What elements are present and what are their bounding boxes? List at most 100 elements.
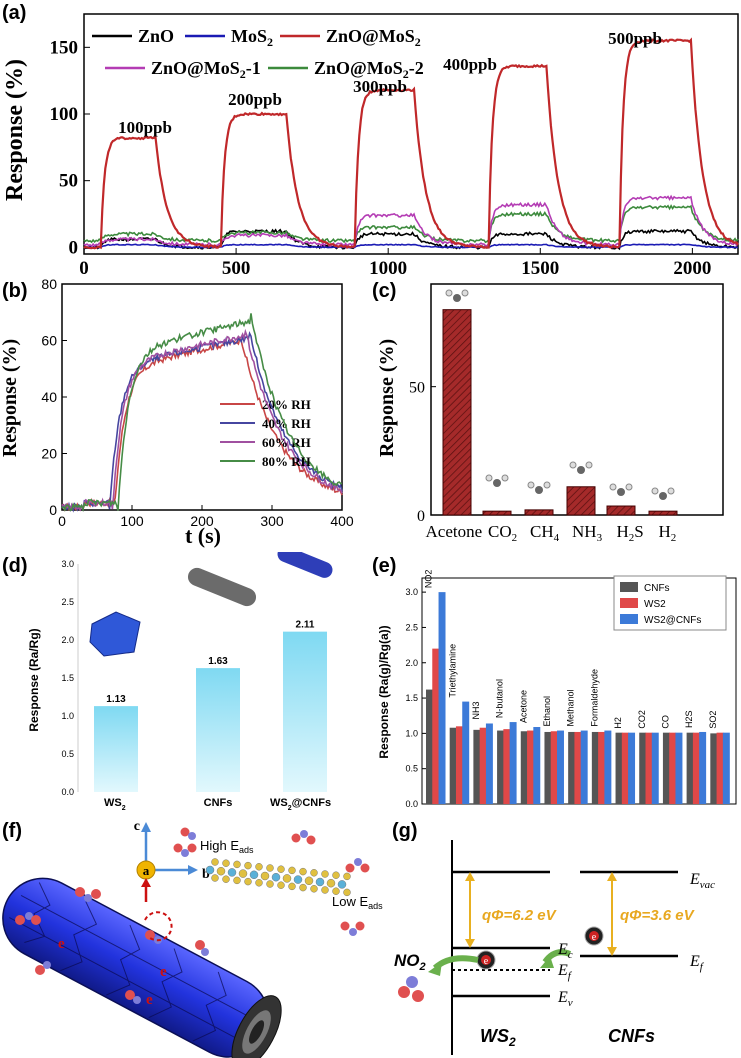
chart-c-bar (648, 510, 678, 516)
ws2-atom (244, 861, 252, 870)
ws2-atom (255, 863, 263, 871)
ws2-atom (277, 881, 285, 889)
chart-e-bar (509, 722, 517, 804)
ws2-atom (321, 886, 329, 894)
chart-e-bar (568, 731, 576, 804)
molecule-icon (445, 289, 453, 297)
chart-e-bar (557, 730, 564, 804)
ws2-atom (288, 882, 296, 891)
chart-c-category-label: H2 (659, 522, 677, 544)
molecule-icon (461, 289, 469, 297)
chart-a-ytick-label: 100 (50, 104, 79, 125)
panel-label-e: (e) (372, 555, 397, 577)
chart-e-category-label: NH3 (471, 701, 481, 719)
chart-e-bar (710, 733, 718, 804)
chart-e-bar (580, 730, 588, 804)
chart-e-bar (438, 592, 446, 804)
electron-flow-arrow-right (542, 949, 572, 964)
chart-e-bar (639, 732, 647, 804)
chart-a-legend-label: MoS2 (231, 26, 273, 49)
chart-e-bar (628, 732, 636, 804)
chart-c-category-label: NH3 (572, 522, 603, 544)
chart-b-ytick-label: 0 (49, 502, 57, 518)
chart-c-bar (482, 510, 512, 516)
chart-d-category-label: WS2@CNFs (270, 797, 331, 812)
molecule-icon (569, 461, 577, 469)
chart-e-category-label: H2S (684, 710, 694, 728)
panel-label-f: (f) (2, 820, 22, 842)
chart-e-category-label: N-butanol (495, 679, 505, 718)
chart-e-category-label: Acetone (518, 690, 528, 723)
chart-b-xtick-label: 100 (120, 513, 144, 529)
chart-a-xtick-label: 0 (79, 258, 89, 279)
chart-d-ytick-label: 0.0 (61, 787, 74, 797)
chart-e-ytick-label: 2.0 (405, 658, 418, 668)
chart-a-series-znomos2_2 (83, 204, 739, 244)
chart-a-xtick-label: 1500 (521, 258, 559, 279)
chart-e-ytick-label: 0.0 (405, 799, 418, 809)
molecule-icon (585, 461, 593, 469)
ws2-atom (288, 866, 296, 875)
chart-e-bar (716, 732, 724, 804)
ws2-atom (343, 888, 351, 897)
chart-b-svg: Response (%) t (s) 0 100 200 300 400 0 20 40 60 8… (0, 278, 354, 548)
chart-e-bar (449, 727, 457, 804)
molecule-icon (485, 474, 493, 482)
molecule-icon (667, 487, 675, 495)
chart-a-annotation: 500ppb (608, 29, 662, 48)
ws2-atom (315, 877, 325, 887)
ws2-atom (244, 877, 252, 886)
cnf-tube-icon (187, 567, 257, 607)
chart-b-ytick-label: 20 (41, 446, 57, 462)
ws2-atom (337, 880, 347, 889)
chart-d-ytick-label: 1.5 (61, 673, 74, 683)
chart-e-bar (574, 731, 582, 804)
cnfs-label: CNFs (608, 1026, 655, 1046)
ws2-atom (266, 880, 274, 888)
ws2-atom (211, 874, 219, 882)
chart-d-ytick-label: 0.5 (61, 749, 74, 759)
molecule-icon (527, 481, 535, 489)
phi-ws2-label: qΦ=6.2 eV (482, 907, 558, 924)
chart-a-xtick-label: 1000 (369, 258, 407, 279)
ef-cnfs-label: Ef (689, 953, 705, 973)
electron-g1: e (484, 956, 489, 967)
ws2-atom (271, 872, 281, 882)
chart-d-bar (196, 668, 240, 792)
chart-a-legend-label: ZnO (138, 26, 174, 46)
chart-e-category-label: NO2 (424, 570, 434, 589)
chart-e-bar (503, 729, 511, 804)
chart-e-ytick-label: 1.5 (405, 693, 418, 703)
chart-e-ytick-label: 0.5 (405, 764, 418, 774)
chart-e-ytick-label: 1.0 (405, 728, 418, 738)
panel-label-d: (d) (2, 555, 28, 577)
ws2-atom (211, 858, 219, 866)
chart-e-bar (621, 732, 629, 804)
chart-c-bar (442, 309, 472, 516)
chart-b-xlabel: t (s) (185, 523, 221, 548)
chart-d-ylabel: Response (Ra/Rg) (27, 628, 41, 731)
chart-a-series-mos2 (83, 243, 739, 249)
ws2-atom (326, 878, 336, 888)
chart-d-data-label: 1.63 (208, 656, 228, 667)
electron-g2: e (592, 932, 597, 943)
chart-e-bar (426, 689, 433, 804)
ws2-atom (304, 876, 314, 886)
panel-label-g: (g) (392, 820, 418, 842)
chart-d-data-label: 2.11 (296, 620, 315, 631)
chart-a-svg: Response (%) 0 500 1000 1500 2000 0 50 100 150 10… (2, 13, 739, 279)
chart-e-bar (598, 731, 606, 804)
evac-label: Evac (689, 871, 715, 891)
molecule-icon (651, 487, 659, 495)
chart-c-category-label: CO2 (488, 522, 517, 544)
chart-b-legend-label: 60% RH (262, 435, 311, 450)
ws2-atom (266, 864, 274, 872)
chart-a-annotation: 300ppb (353, 77, 407, 96)
axis-a-label: a (143, 863, 150, 878)
chart-d-data-label: 1.13 (106, 694, 126, 705)
ws2-atom (282, 874, 292, 883)
panel-label-a: (a) (2, 2, 27, 24)
ws2-label: WS2 (480, 1026, 516, 1049)
chart-e-bar (455, 726, 463, 804)
molecule-icon (617, 488, 625, 496)
